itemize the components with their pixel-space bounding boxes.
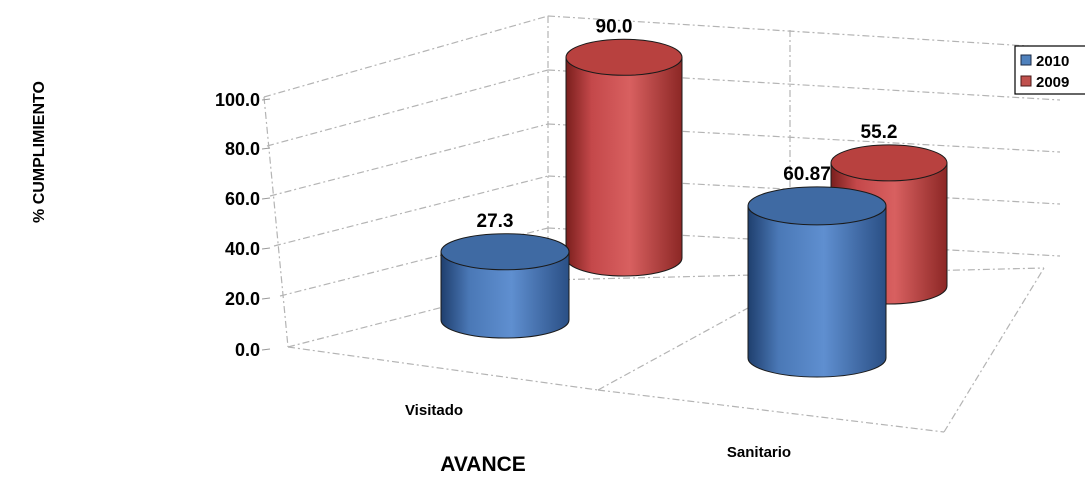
category-label-sanitario: Sanitario xyxy=(727,444,791,461)
legend: 2010 2009 xyxy=(1014,45,1085,95)
bar-visitado-2010-body xyxy=(440,251,570,339)
bar-visitado-2009-body xyxy=(565,56,683,277)
y-tick-mark xyxy=(261,197,271,200)
bar-visitado-2009-top xyxy=(565,38,683,76)
bar-visitado-2010 xyxy=(440,233,570,339)
y-tick-label: 80.0 xyxy=(225,139,260,159)
bar-visitado-2009 xyxy=(565,38,683,277)
y-tick-mark xyxy=(261,147,271,150)
value-label-visitado-2009: 90.0 xyxy=(596,16,633,37)
y-axis-title: % CUMPLIMIENTO xyxy=(31,81,48,223)
y-tick-mark xyxy=(261,247,271,250)
y-tick-label: 60.0 xyxy=(225,189,260,209)
y-tick-label: 20.0 xyxy=(225,289,260,309)
y-tick-label: 0.0 xyxy=(235,340,260,360)
bar-visitado-2010-top xyxy=(440,233,570,271)
bar-sanitario-2010-top xyxy=(747,186,887,226)
legend-label-2009: 2009 xyxy=(1036,74,1069,91)
legend-label-2010: 2010 xyxy=(1036,53,1069,70)
y-tick-label: 100.0 xyxy=(215,90,260,110)
x-axis-title: AVANCE xyxy=(440,453,526,476)
value-label-sanitario-2009: 55.2 xyxy=(861,122,898,143)
y-tick-mark xyxy=(261,98,271,101)
value-label-sanitario-2010: 60.87 xyxy=(783,164,831,185)
y-tick-label: 40.0 xyxy=(225,239,260,259)
y-tick-mark xyxy=(261,297,271,300)
bar-sanitario-2009-top xyxy=(830,144,948,182)
value-label-visitado-2010: 27.3 xyxy=(477,211,514,232)
category-label-visitado: Visitado xyxy=(405,402,463,419)
legend-swatch-2009 xyxy=(1020,75,1032,87)
legend-swatch-2010 xyxy=(1020,54,1032,66)
bar-sanitario-2010-body xyxy=(747,205,887,378)
bar-sanitario-2010 xyxy=(747,186,887,378)
y-tick-mark xyxy=(261,348,271,351)
